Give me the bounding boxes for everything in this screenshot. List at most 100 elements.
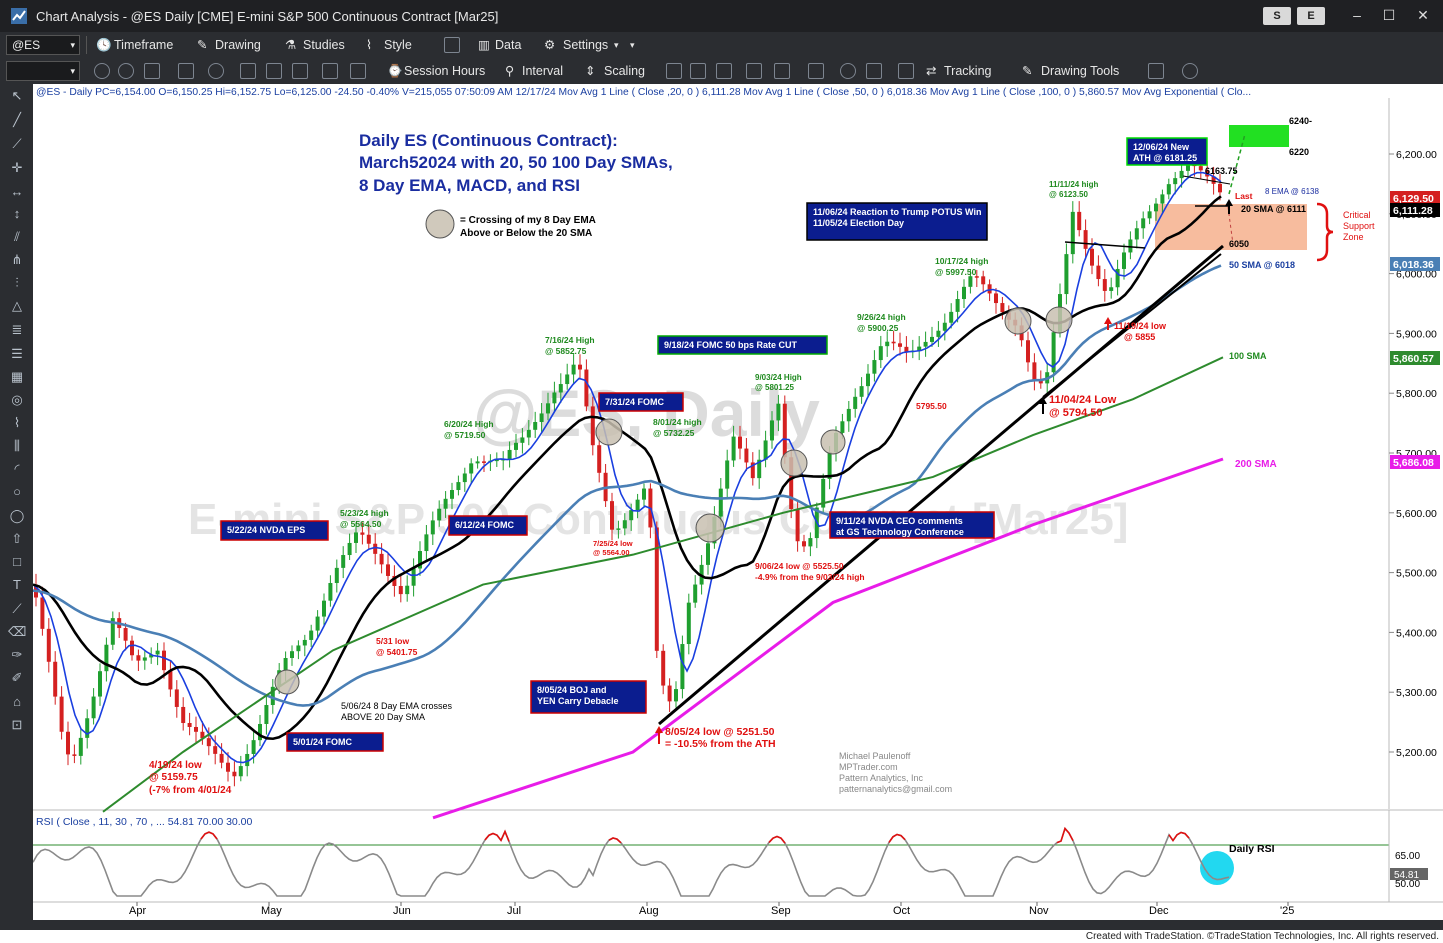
triangle-icon[interactable]: △ [12,298,22,313]
close-icon[interactable]: ✕ [1417,7,1429,23]
zoom-out-icon[interactable] [94,63,110,79]
candle-body [1179,170,1184,179]
chat-icon[interactable] [1182,63,1198,79]
candle-body [757,459,762,479]
nvda-ceo-box [829,511,995,539]
cursor-icon[interactable] [322,63,338,79]
chart-icon[interactable] [350,63,366,79]
annotation: ABOVE 20 Day SMA [341,712,425,722]
export-icon[interactable] [1148,63,1164,79]
channel-icon[interactable]: ⫽ [14,229,20,244]
candle-body [1051,332,1056,373]
tracking-menu[interactable]: Tracking [944,64,992,78]
candle-body [738,436,742,449]
tag-icon[interactable]: ⌂ [13,694,21,709]
drawing-menu[interactable]: Drawing [215,38,261,52]
pitchfork-icon[interactable]: ⋔ [11,252,23,267]
chevron-down-icon: ▾ [630,40,635,50]
bar-icon[interactable] [292,63,308,79]
horizontal-arrows-icon[interactable]: ↔ [10,184,24,199]
ellipse-icon[interactable]: ◯ [9,508,25,523]
layout-icon[interactable] [444,37,460,53]
candle-body [968,276,973,287]
pin-icon: ⚲ [505,64,515,78]
crosshair-icon[interactable]: ✛ [11,160,23,175]
candle-body [565,374,570,385]
scaling-menu[interactable]: Scaling [604,64,645,78]
pointer-icon[interactable]: ↖ [11,88,23,103]
bars-tool-icon[interactable]: ⫼ [14,438,20,453]
e-link-button[interactable]: E [1297,7,1325,25]
bars-icon[interactable] [774,63,790,79]
timeframe-menu[interactable]: Timeframe [114,38,174,52]
annotation: @ 5719.50 [444,430,486,440]
arc-icon[interactable]: ◜ [14,461,20,476]
search-icon[interactable] [178,63,194,79]
window-icon[interactable] [144,63,160,79]
data-menu[interactable]: Data [495,38,522,52]
fib-ext-icon[interactable]: ☰ [11,346,23,361]
text-icon[interactable]: T [13,577,21,592]
ath-box-label: ATH @ 6181.25 [1133,153,1197,163]
pen-icon[interactable]: ✑ [11,647,23,662]
candle-body [149,654,154,658]
s-link-button[interactable]: S [1263,7,1291,25]
paint-icon[interactable]: ✐ [11,670,23,685]
candle-body [987,284,992,294]
target-icon[interactable]: ◎ [11,392,23,407]
tracking-icon: ⇄ [926,64,937,78]
interval-menu[interactable]: Interval [522,64,563,78]
candle-body [546,403,550,414]
pencil-icon: ✎ [197,38,208,52]
fib-icon[interactable]: ≣ [11,322,23,337]
maximize-icon[interactable]: ☐ [1382,7,1396,23]
candle-body [846,408,851,422]
session-hours-menu[interactable]: Session Hours [404,64,486,78]
candle-body [462,473,467,483]
eraser-icon[interactable]: ⌫ [8,624,27,639]
drawing-tools-menu[interactable]: Drawing Tools [1041,64,1120,78]
ruler-icon[interactable]: ⟋ [12,601,22,616]
bars-icon[interactable] [690,63,706,79]
minimize-icon[interactable]: – [1353,7,1361,23]
cycle-icon[interactable]: ⌇ [13,415,21,430]
toolbar-primary: @ES ▾ 🕓 Timeframe ✎ Drawing ⚗ Studies ⌇ S… [0,32,1443,58]
fit-icon[interactable] [866,63,882,79]
arrow-head-icon [1104,317,1112,324]
vertical-arrows-icon[interactable]: ↕ [13,206,21,221]
style-menu[interactable]: Style [384,38,412,52]
grid-tool-icon[interactable]: ▦ [10,369,24,384]
bars-icon[interactable] [716,63,732,79]
rectangle-icon[interactable]: □ [13,554,21,569]
bars-icon[interactable] [808,63,824,79]
lock-icon[interactable]: ⊡ [11,717,23,732]
candle-body [782,403,787,458]
bars-icon[interactable] [746,63,762,79]
interval-input[interactable]: ▾ [6,61,80,81]
candle-body [520,437,525,443]
grid-icon[interactable] [898,63,914,79]
candle-body [802,541,806,547]
arrow-up-icon[interactable]: ⇧ [11,531,23,546]
bars-icon[interactable] [666,63,682,79]
price-tick-label: 5,200.00 [1396,747,1437,759]
line-icon[interactable]: ⟋ [12,136,22,151]
chart-area[interactable]: @ES - Daily PC=6,154.00 O=6,150.25 Hi=6,… [32,84,1443,920]
watermark-symbol: @ES, Daily [473,376,820,450]
candle-body [98,671,102,697]
bar-icon[interactable] [240,63,256,79]
refresh-icon[interactable] [208,63,224,79]
election-box [806,202,988,241]
zoom-in-icon[interactable] [118,63,134,79]
trendline-icon[interactable]: ╱ [13,112,21,127]
candle-body [341,555,346,568]
bar-icon[interactable] [266,63,282,79]
status-bar: Created with TradeStation. ©TradeStation… [0,930,1443,943]
annotation: 8 EMA @ 6138 [1265,187,1319,196]
settings-menu[interactable]: Settings [563,38,609,52]
magnifier-icon[interactable] [840,63,856,79]
symbol-input[interactable]: @ES ▾ [6,35,80,55]
circle-icon[interactable]: ○ [13,484,21,499]
fan-icon[interactable]: ⫶ [15,275,19,290]
studies-menu[interactable]: Studies [303,38,345,52]
